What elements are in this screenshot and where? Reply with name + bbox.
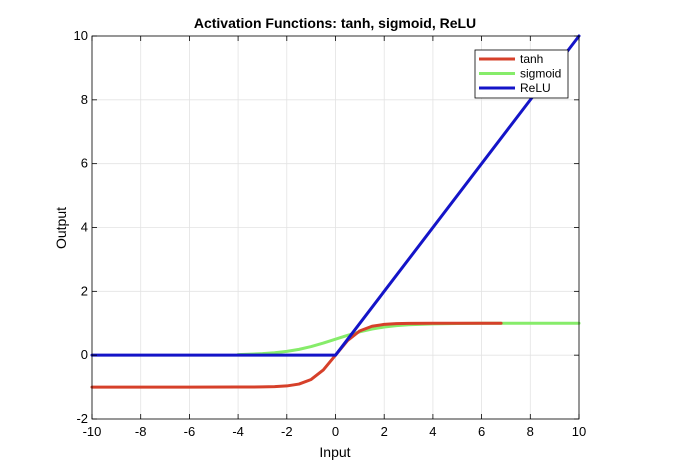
y-tick-label: 4 [81, 220, 88, 235]
x-tick-label: 8 [527, 424, 534, 439]
y-tick-label: -2 [76, 411, 88, 426]
x-tick-label: 4 [429, 424, 436, 439]
y-tick-label: 2 [81, 283, 88, 298]
x-tick-label: -8 [135, 424, 147, 439]
series-layer [90, 34, 581, 389]
legend-label-tanh: tanh [520, 52, 543, 66]
x-axis-label: Input [319, 444, 350, 460]
series-line-relu [90, 34, 581, 357]
legend-label-relu: ReLU [520, 81, 551, 95]
ticks: -10 -8 -6 -4 -2 0 2 4 6 8 10 -2 0 2 4 6 8 10 [74, 28, 587, 439]
y-tick-label: 6 [81, 156, 88, 171]
legend-label-sigmoid: sigmoid [520, 67, 561, 81]
y-tick-label: 10 [74, 28, 88, 43]
x-tick-label: -4 [232, 424, 244, 439]
y-tick-label: 8 [81, 92, 88, 107]
x-tick-label: -6 [184, 424, 196, 439]
y-tick-label: 0 [81, 347, 88, 362]
x-tick-label: -10 [83, 424, 102, 439]
x-tick-label: -2 [281, 424, 293, 439]
x-tick-label: 10 [572, 424, 586, 439]
x-tick-label: 2 [381, 424, 388, 439]
x-tick-label: 6 [478, 424, 485, 439]
x-tick-label: 0 [332, 424, 339, 439]
y-axis-label: Output [53, 207, 69, 249]
chart-title: Activation Functions: tanh, sigmoid, ReL… [194, 15, 476, 31]
